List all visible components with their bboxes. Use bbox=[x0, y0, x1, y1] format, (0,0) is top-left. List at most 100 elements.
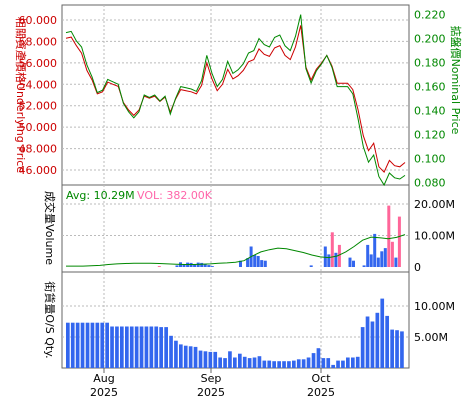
os-qty-bar bbox=[188, 346, 193, 368]
os-qty-bar bbox=[385, 315, 389, 368]
os-qty-bar bbox=[169, 335, 173, 368]
volume-bar bbox=[369, 254, 373, 267]
volume-bar bbox=[330, 232, 334, 267]
volume-bar bbox=[239, 260, 242, 267]
volume-bar bbox=[390, 241, 394, 267]
os-qty-bar bbox=[164, 327, 168, 368]
os-qty-bar bbox=[336, 360, 340, 368]
os-qty-bar bbox=[174, 340, 178, 368]
volume-bar bbox=[387, 205, 391, 267]
volume-axis-tick-label: 20.00M bbox=[414, 198, 455, 211]
left-axis-tick-label: 58.000 bbox=[19, 35, 58, 48]
os-qty-bar bbox=[296, 359, 301, 368]
os-qty-bar bbox=[390, 329, 394, 368]
volume-panel-frame bbox=[61, 184, 410, 273]
volume-average-label: Avg: 10.29M bbox=[66, 189, 135, 202]
os-qty-bar bbox=[380, 298, 385, 368]
os-qty-bar bbox=[75, 322, 80, 368]
volume-bar bbox=[337, 244, 341, 267]
os-qty-bar bbox=[213, 351, 218, 368]
left-axis-tick-label: 46.000 bbox=[19, 164, 58, 177]
volume-bar bbox=[203, 263, 207, 267]
os-qty-bar bbox=[321, 358, 326, 368]
volume-bar bbox=[309, 265, 313, 267]
os-qty-bar bbox=[282, 361, 286, 368]
os-qty-bar bbox=[242, 356, 247, 368]
os-qty-bar bbox=[360, 327, 365, 368]
volume-bar bbox=[182, 264, 186, 267]
os-qty-bar bbox=[355, 356, 360, 368]
os-qty-bar bbox=[351, 357, 355, 368]
volume-bar bbox=[380, 251, 384, 268]
x-axis-month-label: Sep bbox=[201, 372, 222, 385]
volume-latest-label: VOL: 382.00K bbox=[137, 189, 213, 202]
volume-bar bbox=[256, 256, 260, 267]
os-qty-bar bbox=[272, 361, 276, 368]
volume-bar bbox=[263, 260, 267, 267]
os-qty-bar bbox=[311, 353, 316, 368]
os-qty-bar bbox=[370, 321, 375, 368]
os-qty-bar bbox=[198, 350, 203, 368]
os-qty-bar bbox=[346, 357, 350, 368]
volume-axis-tick-label: 0 bbox=[414, 261, 421, 274]
left-axis-tick-label: 60.000 bbox=[19, 14, 58, 27]
os-qty-bar bbox=[203, 351, 208, 368]
os-qty-bar bbox=[267, 360, 272, 368]
os-qty-bar bbox=[331, 364, 335, 368]
os-qty-bar bbox=[277, 361, 281, 368]
os-qty-bar bbox=[341, 360, 345, 368]
price-panel-frame bbox=[61, 4, 410, 186]
os-qty-bar bbox=[306, 357, 311, 368]
os-qty-bar bbox=[120, 326, 124, 368]
os-qty-bar bbox=[125, 326, 129, 368]
os-qty-bar bbox=[134, 326, 139, 368]
x-axis-month-label: Aug bbox=[93, 372, 114, 385]
os-qty-axis-tick-label: 5.00M bbox=[414, 331, 448, 344]
left-axis-tick-label: 52.000 bbox=[19, 100, 58, 113]
nominal-price-line bbox=[65, 14, 406, 187]
right-axis-tick-label: 0.100 bbox=[414, 153, 446, 166]
x-axis-month-label: Oct bbox=[311, 372, 331, 385]
os-qty-bar bbox=[110, 326, 114, 368]
left-axis-tick-label: 56.000 bbox=[19, 57, 58, 70]
chart-marks bbox=[65, 14, 406, 368]
os-qty-bar bbox=[159, 327, 163, 368]
os-qty-axis-tick-label: 10.00M bbox=[414, 300, 455, 313]
os-qty-bar bbox=[208, 351, 213, 368]
volume-bar bbox=[175, 265, 179, 267]
right-axis-tick-label: 0.200 bbox=[414, 33, 446, 46]
os-qty-bar bbox=[149, 326, 154, 368]
os-qty-bar bbox=[316, 348, 321, 368]
x-axis-year-label: 2025 bbox=[197, 386, 225, 399]
os-qty-bar bbox=[238, 353, 242, 368]
volume-bar bbox=[327, 254, 331, 267]
volume-bar bbox=[210, 266, 214, 267]
price-left-axis-title: 相關資產價格Underlying Price bbox=[14, 17, 28, 173]
os-qty-bar bbox=[80, 322, 85, 368]
right-axis-tick-label: 0.160 bbox=[414, 81, 446, 94]
volume-bar bbox=[348, 257, 352, 267]
volume-bar bbox=[193, 264, 197, 267]
os-qty-bar bbox=[365, 316, 370, 368]
os-qty-panel-frame bbox=[61, 271, 410, 369]
volume-bar bbox=[157, 266, 161, 267]
os-qty-bar bbox=[70, 322, 75, 368]
os-qty-bar bbox=[90, 322, 95, 368]
left-axis-tick-label: 50.000 bbox=[19, 121, 58, 134]
price-right-axis-title: 掂盤價Nominal Price bbox=[449, 26, 463, 135]
os-qty-bar bbox=[139, 326, 144, 368]
os-qty-bar bbox=[183, 345, 188, 368]
volume-bar bbox=[246, 258, 250, 267]
x-axis-year-label: 2025 bbox=[307, 386, 335, 399]
os-qty-bar bbox=[287, 361, 291, 368]
right-axis-tick-label: 0.180 bbox=[414, 57, 446, 70]
os-qty-bar bbox=[100, 322, 105, 368]
os-qty-bar bbox=[115, 326, 119, 368]
os-qty-bar bbox=[228, 351, 232, 368]
os-qty-bar bbox=[400, 331, 404, 368]
os-qty-bar bbox=[395, 330, 399, 368]
os-qty-bar bbox=[247, 358, 252, 368]
os-qty-bar bbox=[66, 322, 70, 368]
